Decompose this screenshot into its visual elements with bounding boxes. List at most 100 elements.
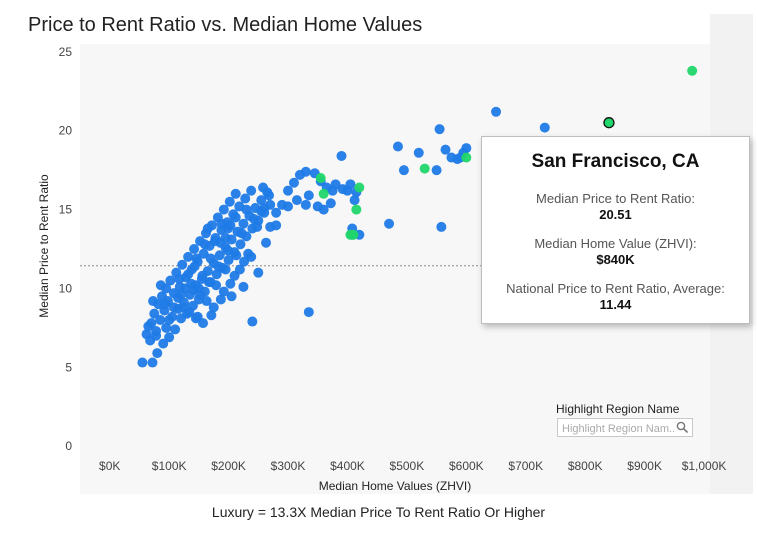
data-point	[209, 236, 220, 247]
y-axis-label: Median Price to Rent Ratio	[37, 174, 51, 318]
data-point	[183, 251, 194, 262]
data-point	[288, 177, 299, 188]
data-point	[147, 357, 158, 368]
data-point-luxury	[315, 173, 326, 184]
data-point	[234, 264, 245, 275]
tooltip-title: San Francisco, CA	[531, 151, 700, 172]
data-point	[261, 237, 272, 248]
data-point	[211, 280, 222, 291]
tooltip-national-value: 11.44	[599, 297, 632, 312]
data-point	[205, 253, 216, 264]
data-point	[170, 324, 181, 335]
data-point	[177, 259, 188, 270]
data-point	[206, 310, 217, 321]
data-point	[157, 291, 168, 302]
data-point	[327, 185, 338, 196]
data-point	[384, 218, 395, 229]
data-point	[345, 179, 356, 190]
data-point	[184, 307, 195, 318]
data-point	[148, 296, 159, 307]
data-point	[491, 106, 502, 117]
data-point	[202, 223, 213, 234]
data-point-luxury	[461, 152, 472, 163]
highlight-region-title: Highlight Region Name	[556, 402, 680, 416]
data-point	[225, 278, 236, 289]
data-point	[218, 286, 229, 297]
data-point	[220, 264, 231, 275]
x-tick-label: $700K	[508, 459, 543, 473]
data-point	[201, 296, 212, 307]
data-point	[303, 190, 314, 201]
tooltip-ratio-value: 20.51	[599, 207, 632, 222]
chart-title: Price to Rent Ratio vs. Median Home Valu…	[28, 14, 423, 36]
data-point	[303, 307, 314, 318]
data-point	[176, 289, 187, 300]
x-tick-label: $0K	[99, 459, 120, 473]
data-point	[238, 281, 249, 292]
data-point	[149, 308, 160, 319]
data-point	[158, 338, 169, 349]
data-point	[224, 196, 235, 207]
data-point	[241, 204, 252, 215]
data-point-luxury	[419, 163, 430, 174]
data-point	[246, 185, 257, 196]
data-point	[197, 270, 208, 281]
y-tick-label: 10	[59, 281, 73, 295]
data-point	[152, 348, 163, 359]
data-point	[161, 322, 172, 333]
y-tick-label: 15	[59, 203, 73, 217]
data-point	[256, 195, 267, 206]
x-axis-label: Median Home Values (ZHVI)	[319, 479, 472, 493]
data-point	[539, 122, 550, 133]
data-point	[214, 250, 225, 261]
data-point	[252, 221, 263, 232]
x-tick-label: $400K	[330, 459, 365, 473]
data-point	[164, 314, 175, 325]
data-point	[246, 251, 257, 262]
data-point	[198, 248, 209, 259]
data-point	[271, 207, 282, 218]
data-point	[192, 311, 203, 322]
x-tick-label: $800K	[568, 459, 603, 473]
data-point	[247, 316, 258, 327]
y-tick-label: 5	[65, 360, 72, 374]
tooltip-ratio-label: Median Price to Rent Ratio:	[536, 191, 695, 206]
data-point	[249, 214, 260, 225]
data-point	[235, 239, 246, 250]
data-point-luxury	[348, 229, 359, 240]
data-point	[199, 239, 210, 250]
search-icon[interactable]	[676, 421, 689, 434]
highlighted-point	[603, 117, 615, 129]
data-point	[431, 165, 442, 176]
data-point	[434, 124, 445, 135]
data-point	[159, 299, 170, 310]
x-tick-label: $900K	[627, 459, 662, 473]
highlight-region-input[interactable]	[558, 420, 678, 438]
tooltip-home-value-label: Median Home Value (ZHVI):	[534, 236, 697, 251]
data-point	[191, 253, 202, 264]
data-point	[238, 218, 249, 229]
chart-caption: Luxury = 13.3X Median Price To Rent Rati…	[211, 504, 546, 520]
data-point	[283, 201, 294, 212]
data-point-luxury	[318, 188, 329, 199]
data-point	[189, 261, 200, 272]
data-point	[264, 190, 274, 201]
x-tick-label: $300K	[271, 459, 306, 473]
data-point	[222, 245, 233, 256]
data-point	[259, 203, 270, 213]
data-point-luxury	[687, 65, 698, 76]
data-point	[318, 204, 329, 215]
data-point	[193, 283, 204, 294]
data-point	[349, 195, 360, 206]
data-point	[220, 232, 231, 243]
data-point	[208, 302, 219, 313]
data-point	[398, 165, 409, 176]
tooltip-national-label: National Price to Rent Ratio, Average:	[506, 281, 725, 296]
data-point	[225, 220, 236, 231]
data-point	[236, 228, 247, 239]
data-point	[186, 278, 197, 289]
data-point-luxury	[351, 204, 362, 215]
data-point	[211, 269, 222, 280]
data-point	[168, 302, 179, 313]
